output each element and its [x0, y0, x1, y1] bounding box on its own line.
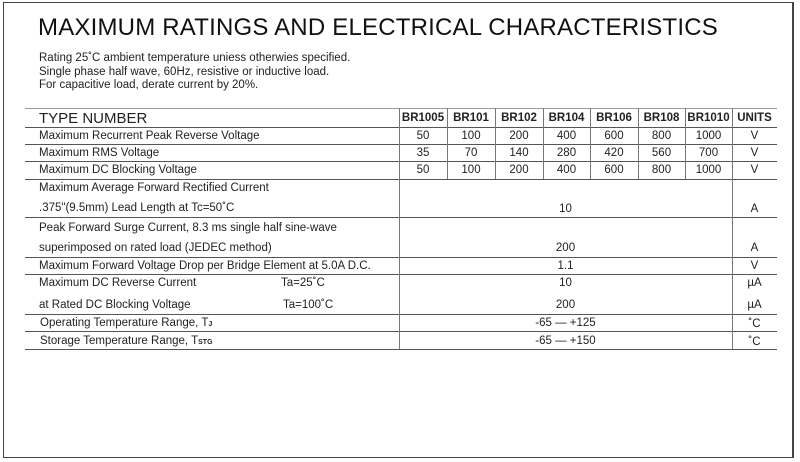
cell-value: -65 — +125 — [535, 317, 596, 329]
row-label: .375"(9.5mm) Lead Length at Tc=50˚C — [39, 202, 235, 214]
row-divider — [25, 257, 777, 258]
cell-value: 560 — [651, 147, 672, 159]
row-label: Storage Temperature Range, TSTG — [40, 334, 213, 350]
row-divider — [25, 179, 777, 180]
row-label: Maximum DC Blocking Voltage — [39, 164, 197, 176]
cell-value: 200 — [555, 299, 576, 311]
unit-value: V — [750, 147, 759, 159]
condition-label: Ta=100˚C — [283, 299, 334, 311]
cell-value: 100 — [461, 164, 481, 176]
label-text: Storage Temperature Range, T — [40, 335, 199, 347]
unit-value: µA — [747, 299, 762, 311]
row-label: Maximum Average Forward Rectified Curren… — [39, 182, 269, 194]
row-divider — [25, 144, 777, 145]
row-divider — [25, 161, 777, 162]
cell-value: 420 — [604, 147, 624, 159]
column-header: BR104 — [548, 112, 585, 124]
cell-value: 600 — [604, 130, 624, 142]
column-divider — [399, 108, 400, 349]
cell-value: 10 — [559, 203, 572, 215]
type-number-header: TYPE NUMBER — [39, 110, 148, 127]
row-label: Maximum Recurrent Peak Reverse Voltage — [39, 130, 260, 142]
unit-value: µA — [747, 277, 762, 289]
unit-value: V — [750, 260, 759, 272]
cell-value: 10 — [559, 277, 572, 289]
row-label: Maximum RMS Voltage — [39, 147, 160, 159]
cell-value: 200 — [555, 242, 576, 254]
cell-value: 35 — [416, 147, 430, 159]
cell-value: 700 — [698, 147, 719, 159]
cell-value: 400 — [556, 164, 577, 176]
row-label: Operating Temperature Range, TJ — [40, 316, 212, 332]
column-divider — [543, 108, 544, 179]
unit-value: V — [750, 164, 759, 176]
row-divider — [25, 217, 777, 218]
unit-value: ˚C — [748, 318, 761, 330]
column-divider — [590, 108, 591, 179]
column-header: BR108 — [643, 112, 680, 124]
row-divider — [25, 349, 777, 350]
note: Rating 25˚C ambient temperature uniess o… — [39, 52, 351, 64]
rating-notes: Rating 25˚C ambient temperature uniess o… — [39, 52, 350, 93]
subscript: STG — [198, 339, 213, 346]
unit-value: ˚C — [748, 336, 761, 348]
cell-value: 50 — [416, 164, 430, 176]
cell-value: 1000 — [695, 164, 722, 176]
cell-value: 100 — [461, 130, 481, 142]
cell-value: 70 — [464, 147, 478, 159]
column-divider — [638, 108, 639, 179]
note: Single phase half wave, 60Hz, resistive … — [39, 65, 330, 78]
cell-value: 600 — [604, 164, 624, 176]
column-divider — [447, 108, 448, 179]
cell-value: -65 — +150 — [535, 335, 596, 347]
row-label: Maximum DC Reverse Current — [39, 277, 197, 289]
units-header: UNITS — [737, 112, 772, 124]
column-divider — [732, 108, 733, 349]
column-header: BR102 — [501, 112, 537, 124]
cell-value: 800 — [651, 130, 672, 142]
row-divider — [25, 314, 777, 315]
cell-value: 200 — [509, 130, 529, 142]
row-label: Peak Forward Surge Current, 8.3 ms singl… — [39, 222, 337, 234]
row-divider — [25, 108, 777, 109]
row-label: at Rated DC Blocking Voltage — [39, 299, 191, 311]
unit-value: V — [750, 130, 759, 142]
row-label: Maximum Forward Voltage Drop per Bridge … — [39, 260, 371, 272]
document-frame — [3, 2, 794, 458]
condition-label: Ta=25˚C — [281, 277, 325, 289]
cell-value: 200 — [509, 164, 529, 176]
cell-value: 50 — [416, 130, 430, 142]
cell-value: 1000 — [695, 130, 722, 142]
row-label: superimposed on rated load (JEDEC method… — [39, 242, 272, 254]
column-header: BR101 — [453, 112, 489, 124]
row-divider — [25, 127, 777, 128]
column-header: BR1005 — [401, 112, 445, 124]
cell-value: 280 — [556, 147, 577, 159]
cell-value: 140 — [509, 147, 529, 159]
column-header: BR1010 — [687, 112, 730, 124]
column-divider — [495, 108, 496, 179]
cell-value: 800 — [651, 164, 672, 176]
cell-value: 1.1 — [557, 260, 574, 272]
unit-value: A — [750, 242, 759, 254]
column-header: BR106 — [596, 112, 632, 124]
row-divider — [25, 331, 777, 332]
label-text: Operating Temperature Range, T — [40, 317, 209, 329]
unit-value: A — [750, 203, 759, 215]
column-divider — [685, 108, 686, 179]
row-divider — [25, 274, 777, 275]
page-title: MAXIMUM RATINGS AND ELECTRICAL CHARACTER… — [38, 14, 718, 41]
note: For capacitive load, derate current by 2… — [39, 79, 259, 91]
cell-value: 400 — [556, 130, 577, 142]
subscript: J — [208, 321, 213, 328]
